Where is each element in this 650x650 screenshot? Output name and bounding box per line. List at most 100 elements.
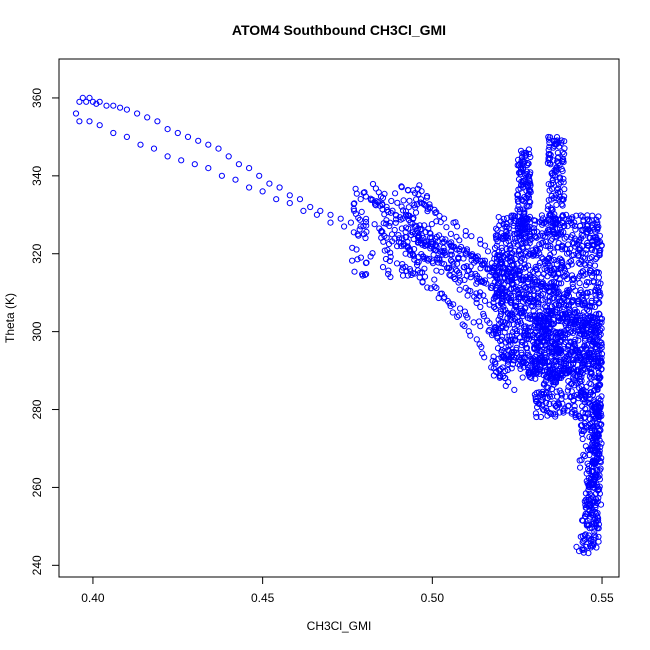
- data-point: [396, 235, 403, 242]
- data-point: [516, 334, 524, 341]
- data-point: [585, 279, 592, 286]
- data-point: [542, 351, 549, 359]
- data-point: [405, 204, 412, 211]
- data-point: [490, 365, 497, 372]
- data-point: [418, 188, 425, 195]
- data-point: [424, 284, 431, 291]
- data-point: [594, 509, 601, 517]
- data-point: [584, 460, 591, 467]
- data-point: [123, 133, 131, 140]
- data-point: [585, 550, 592, 557]
- data-point: [588, 402, 595, 409]
- data-point: [597, 421, 604, 429]
- data-point: [525, 146, 533, 153]
- data-point: [481, 297, 489, 304]
- data-point: [347, 219, 354, 226]
- data-point: [592, 315, 599, 322]
- data-point: [557, 339, 564, 346]
- data-point: [595, 416, 602, 423]
- data-point: [93, 100, 100, 107]
- x-tick-label: 0.55: [590, 591, 614, 605]
- data-point: [524, 364, 531, 371]
- data-point: [500, 307, 507, 314]
- data-point: [581, 452, 589, 460]
- data-point: [503, 215, 511, 222]
- data-point: [438, 268, 445, 275]
- data-point: [558, 311, 565, 318]
- data-point: [525, 194, 533, 201]
- data-point: [399, 207, 407, 214]
- data-point: [76, 98, 83, 105]
- data-point: [470, 319, 477, 326]
- data-point: [491, 279, 498, 286]
- data-point: [498, 230, 505, 237]
- data-point: [527, 187, 534, 194]
- data-point: [494, 274, 501, 281]
- data-point: [79, 94, 86, 102]
- data-point: [565, 292, 573, 300]
- data-point: [539, 406, 547, 413]
- data-point: [536, 335, 543, 342]
- data-point: [529, 303, 536, 310]
- data-point: [589, 318, 596, 326]
- data-point: [540, 271, 547, 278]
- data-point: [541, 359, 549, 366]
- data-point: [597, 280, 604, 287]
- data-point: [558, 374, 565, 381]
- data-point: [552, 411, 559, 418]
- data-point: [358, 208, 365, 215]
- data-point: [480, 292, 487, 299]
- data-point: [72, 110, 80, 117]
- data-point: [429, 258, 436, 265]
- data-point: [362, 259, 370, 267]
- data-point: [518, 342, 525, 349]
- data-point: [497, 313, 504, 320]
- data-point: [577, 376, 584, 383]
- data-point: [453, 233, 460, 240]
- data-point: [134, 110, 141, 117]
- data-point: [447, 303, 454, 310]
- data-point: [393, 260, 401, 267]
- data-point: [548, 303, 555, 310]
- data-point: [568, 388, 575, 395]
- data-point: [547, 366, 554, 373]
- data-point: [441, 215, 448, 222]
- data-point: [286, 200, 293, 207]
- data-point: [565, 403, 572, 410]
- data-point: [508, 292, 515, 299]
- data-point: [564, 407, 571, 414]
- data-point: [504, 231, 511, 238]
- data-point: [493, 324, 500, 331]
- data-point: [547, 280, 554, 287]
- data-point: [527, 153, 534, 161]
- data-point: [567, 339, 575, 346]
- y-tick-label: 280: [30, 399, 44, 419]
- data-point: [562, 272, 569, 280]
- data-point: [351, 200, 358, 207]
- data-point: [582, 405, 589, 413]
- data-point: [546, 297, 553, 304]
- data-point: [383, 220, 390, 227]
- data-point: [587, 347, 594, 354]
- data-point: [529, 282, 536, 289]
- data-point: [372, 185, 379, 192]
- data-points: [72, 94, 606, 557]
- data-point: [456, 237, 463, 244]
- data-point: [593, 345, 600, 352]
- data-point: [590, 541, 597, 548]
- data-point: [495, 248, 502, 255]
- data-point: [505, 336, 512, 343]
- data-point: [83, 98, 90, 105]
- data-point: [513, 235, 520, 242]
- data-point: [568, 410, 575, 417]
- data-point: [536, 308, 543, 315]
- data-point: [577, 212, 584, 219]
- data-point: [410, 187, 417, 194]
- data-point: [584, 446, 592, 453]
- data-point: [550, 271, 557, 279]
- data-point: [406, 197, 413, 204]
- data-point: [594, 513, 601, 520]
- data-point: [560, 328, 568, 335]
- data-point: [579, 370, 586, 377]
- data-point: [524, 203, 531, 210]
